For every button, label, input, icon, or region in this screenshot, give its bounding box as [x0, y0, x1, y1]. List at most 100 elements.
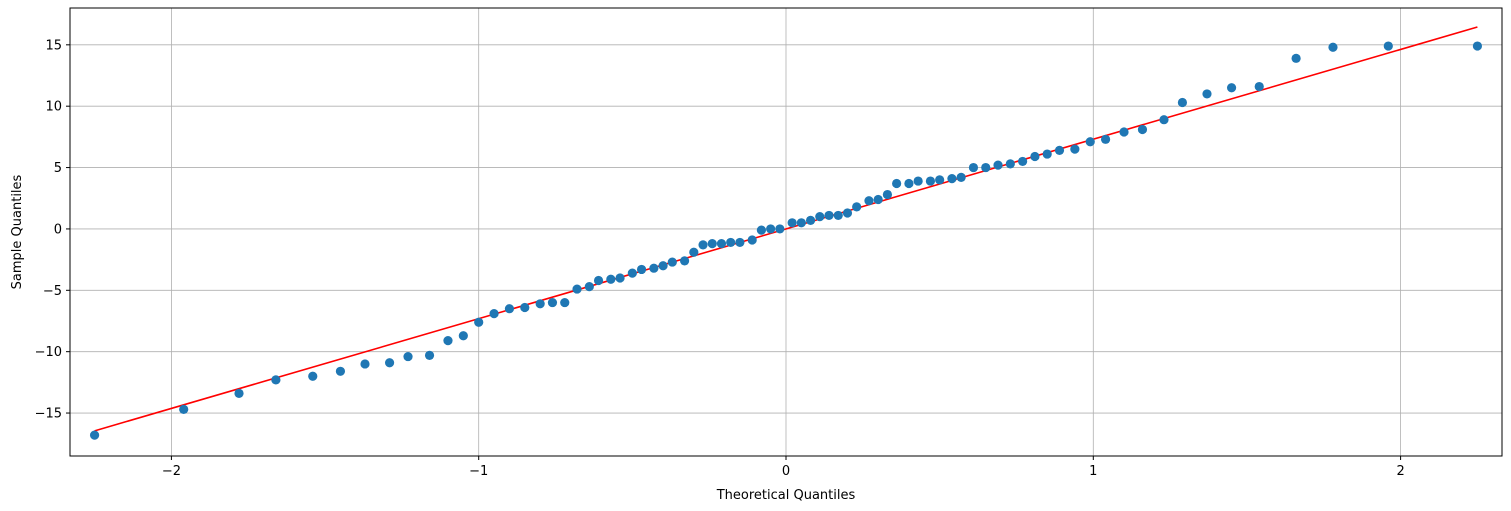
- data-point: [667, 257, 677, 267]
- data-point: [935, 175, 945, 185]
- y-tick-label: −15: [35, 407, 62, 422]
- data-point: [458, 331, 468, 341]
- data-point: [234, 388, 244, 399]
- data-point: [535, 299, 545, 309]
- y-tick-label: −5: [43, 284, 62, 299]
- data-point: [735, 237, 745, 248]
- data-point: [1383, 41, 1393, 51]
- data-point: [815, 212, 825, 222]
- data-point: [504, 304, 515, 314]
- data-point: [1202, 89, 1212, 99]
- y-tick-label: 5: [54, 161, 62, 176]
- data-point: [1159, 115, 1169, 125]
- x-tick-label: 2: [1396, 464, 1404, 479]
- data-point: [584, 282, 594, 292]
- data-point: [892, 178, 902, 189]
- data-point: [1328, 42, 1338, 52]
- data-point: [547, 297, 558, 308]
- data-point: [572, 284, 582, 294]
- data-point: [658, 261, 668, 271]
- data-point: [560, 297, 570, 308]
- data-point: [89, 430, 100, 440]
- x-tick-label: 0: [782, 464, 790, 479]
- data-point: [805, 215, 816, 225]
- data-point: [606, 274, 616, 284]
- data-point: [679, 256, 690, 266]
- data-point: [1042, 149, 1052, 159]
- x-tick-label: −1: [469, 464, 488, 479]
- data-point: [796, 218, 806, 228]
- y-tick-label: 15: [45, 38, 62, 53]
- data-point: [824, 210, 834, 221]
- data-point: [698, 240, 708, 250]
- data-point: [489, 309, 499, 319]
- data-point: [649, 263, 659, 273]
- data-point: [403, 351, 413, 362]
- data-point: [636, 264, 647, 275]
- data-point: [179, 404, 189, 414]
- data-point: [993, 160, 1003, 170]
- data-point: [747, 235, 757, 245]
- data-point: [873, 194, 883, 205]
- x-axis-ticks: −2 −1 0 1 2: [162, 456, 1405, 479]
- data-points: [89, 41, 1483, 440]
- data-point: [627, 268, 637, 278]
- data-point: [726, 237, 736, 248]
- data-point: [1137, 124, 1148, 135]
- x-axis-label: Theoretical Quantiles: [716, 488, 856, 503]
- x-tick-label: 1: [1089, 464, 1097, 479]
- data-point: [716, 239, 727, 249]
- data-point: [615, 273, 625, 283]
- data-point: [756, 225, 767, 235]
- data-point: [842, 208, 853, 218]
- data-point: [833, 210, 843, 221]
- y-axis-label: Sample Quantiles: [10, 174, 25, 289]
- data-point: [1472, 41, 1483, 51]
- data-point: [882, 189, 893, 200]
- data-point: [1070, 144, 1080, 154]
- data-point: [1177, 97, 1188, 108]
- data-point: [913, 176, 923, 186]
- data-point: [384, 358, 395, 368]
- y-tick-label: 10: [45, 100, 62, 115]
- data-point: [1119, 127, 1129, 137]
- y-tick-label: −10: [35, 345, 62, 360]
- x-tick-label: −2: [162, 464, 181, 479]
- data-point: [766, 224, 776, 234]
- data-point: [1100, 134, 1111, 144]
- data-point: [1254, 81, 1264, 92]
- data-point: [360, 359, 370, 369]
- data-point: [981, 162, 991, 173]
- data-point: [443, 336, 453, 346]
- data-point: [593, 275, 604, 286]
- data-point: [775, 224, 785, 234]
- data-point: [424, 350, 435, 360]
- data-point: [1018, 156, 1028, 167]
- data-point: [787, 218, 797, 228]
- data-point: [1291, 53, 1301, 63]
- data-point: [689, 247, 699, 257]
- data-point: [864, 196, 874, 206]
- data-point: [925, 176, 936, 186]
- data-point: [947, 174, 957, 184]
- data-point: [335, 366, 346, 376]
- data-point: [1005, 159, 1015, 169]
- data-point: [707, 239, 717, 249]
- data-point: [520, 302, 530, 313]
- data-point: [1085, 137, 1095, 147]
- y-tick-label: 0: [54, 222, 62, 237]
- data-point: [904, 178, 914, 189]
- data-point: [1226, 83, 1237, 93]
- data-point: [1054, 145, 1065, 155]
- data-point: [956, 172, 966, 182]
- reference-line: [94, 26, 1478, 432]
- data-point: [308, 371, 318, 381]
- data-point: [271, 375, 281, 385]
- data-point: [968, 162, 979, 173]
- data-point: [852, 202, 862, 212]
- data-point: [474, 317, 484, 327]
- y-axis-ticks: −15 −10 −5 0 5 10 15: [35, 38, 70, 422]
- data-point: [1030, 151, 1040, 162]
